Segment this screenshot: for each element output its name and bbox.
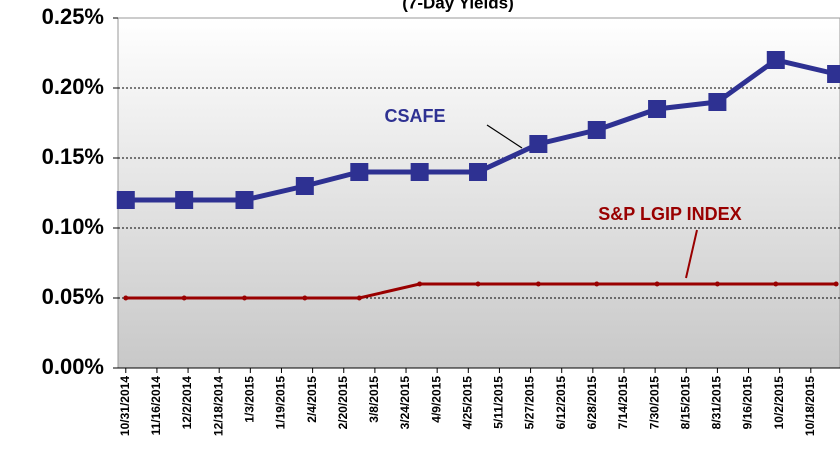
y-tick-label: 0.20% — [42, 74, 104, 99]
x-tick-label: 10/2/2015 — [772, 376, 786, 430]
x-tick-label: 11/16/2014 — [149, 376, 163, 436]
y-tick-label: 0.25% — [42, 4, 104, 29]
marker — [356, 295, 362, 301]
series-label: S&P LGIP INDEX — [598, 204, 741, 224]
marker — [529, 135, 548, 153]
plot-area — [117, 17, 840, 369]
x-tick-label: 6/28/2015 — [585, 376, 599, 430]
marker — [648, 100, 667, 118]
x-tick-label: 4/9/2015 — [429, 376, 443, 423]
x-tick-label: 6/12/2015 — [554, 376, 568, 430]
y-tick-label: 0.05% — [42, 284, 104, 309]
chart-title: (7-Day Yields) — [402, 0, 514, 12]
x-tick-label: 8/31/2015 — [710, 376, 724, 430]
x-tick-label: 10/18/2015 — [803, 376, 817, 436]
y-tick-label: 0.15% — [42, 144, 104, 169]
marker — [766, 51, 785, 69]
marker — [350, 163, 369, 181]
marker — [241, 295, 247, 301]
marker — [123, 295, 129, 301]
x-tick-label: 1/19/2015 — [274, 376, 288, 430]
x-tick-label: 4/25/2015 — [460, 376, 474, 430]
marker — [175, 191, 194, 209]
x-tick-label: 2/20/2015 — [336, 376, 350, 430]
x-tick-label: 10/31/2014 — [118, 376, 132, 436]
marker — [181, 295, 187, 301]
callout — [486, 124, 523, 149]
x-tick-label: 9/16/2015 — [741, 376, 755, 430]
x-tick-label: 12/18/2014 — [211, 376, 225, 436]
x-tick-label: 2/4/2015 — [305, 376, 319, 423]
marker — [417, 281, 423, 287]
marker — [714, 281, 720, 287]
marker — [469, 163, 488, 181]
marker — [116, 191, 135, 209]
marker — [475, 281, 481, 287]
y-tick-label: 0.00% — [42, 354, 104, 379]
marker — [708, 93, 727, 111]
marker — [833, 281, 839, 287]
marker — [594, 281, 600, 287]
x-tick-label: 7/14/2015 — [616, 376, 630, 430]
x-tick-label: 3/8/2015 — [367, 376, 381, 423]
x-tick-label: 5/27/2015 — [523, 376, 537, 430]
callout — [685, 229, 698, 279]
x-tick-label: 1/3/2015 — [243, 376, 257, 423]
marker — [654, 281, 660, 287]
marker — [295, 177, 314, 195]
x-tick-label: 12/2/2014 — [180, 376, 194, 430]
marker — [410, 163, 429, 181]
marker — [773, 281, 779, 287]
x-tick-label: 5/11/2015 — [492, 376, 506, 429]
marker — [827, 65, 840, 83]
marker — [587, 121, 606, 139]
marker — [535, 281, 541, 287]
marker — [235, 191, 254, 209]
x-tick-label: 3/24/2015 — [398, 376, 412, 430]
marker — [302, 295, 308, 301]
x-tick-label: 8/15/2015 — [678, 376, 692, 430]
series-label: CSAFE — [384, 106, 445, 126]
x-tick-label: 7/30/2015 — [647, 376, 661, 430]
y-tick-label: 0.10% — [42, 214, 104, 239]
